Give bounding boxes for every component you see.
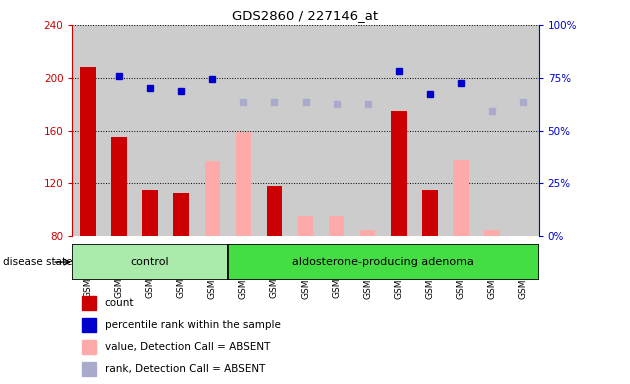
Bar bbox=[266, 186, 282, 236]
Bar bbox=[259, 25, 290, 236]
Bar bbox=[197, 25, 228, 236]
Bar bbox=[383, 25, 415, 236]
Bar bbox=[103, 25, 135, 236]
Bar bbox=[82, 340, 96, 354]
Bar bbox=[476, 25, 508, 236]
Bar bbox=[298, 216, 313, 236]
Bar bbox=[82, 318, 96, 332]
Bar bbox=[112, 137, 127, 236]
Bar bbox=[236, 132, 251, 236]
Bar bbox=[415, 25, 445, 236]
Bar bbox=[484, 230, 500, 236]
Bar bbox=[321, 25, 352, 236]
Text: control: control bbox=[131, 257, 169, 267]
Text: percentile rank within the sample: percentile rank within the sample bbox=[105, 320, 280, 330]
Bar bbox=[290, 25, 321, 236]
Bar bbox=[453, 160, 469, 236]
Bar bbox=[360, 230, 375, 236]
Bar bbox=[173, 193, 189, 236]
Bar bbox=[391, 111, 406, 236]
Bar bbox=[135, 25, 166, 236]
Bar bbox=[228, 244, 539, 280]
Bar bbox=[80, 67, 96, 236]
Bar bbox=[352, 25, 383, 236]
Bar bbox=[508, 25, 539, 236]
Text: rank, Detection Call = ABSENT: rank, Detection Call = ABSENT bbox=[105, 364, 265, 374]
Text: disease state: disease state bbox=[3, 257, 72, 267]
Bar bbox=[329, 216, 345, 236]
Bar bbox=[205, 161, 220, 236]
Bar bbox=[82, 296, 96, 310]
Title: GDS2860 / 227146_at: GDS2860 / 227146_at bbox=[232, 9, 379, 22]
Text: aldosterone-producing adenoma: aldosterone-producing adenoma bbox=[292, 257, 474, 267]
Text: value, Detection Call = ABSENT: value, Detection Call = ABSENT bbox=[105, 342, 270, 352]
Bar bbox=[445, 25, 476, 236]
Text: count: count bbox=[105, 298, 134, 308]
Bar bbox=[166, 25, 197, 236]
Bar bbox=[72, 244, 228, 280]
Bar bbox=[142, 190, 158, 236]
Bar bbox=[72, 25, 103, 236]
Bar bbox=[82, 362, 96, 376]
Bar bbox=[228, 25, 259, 236]
Bar bbox=[422, 190, 438, 236]
